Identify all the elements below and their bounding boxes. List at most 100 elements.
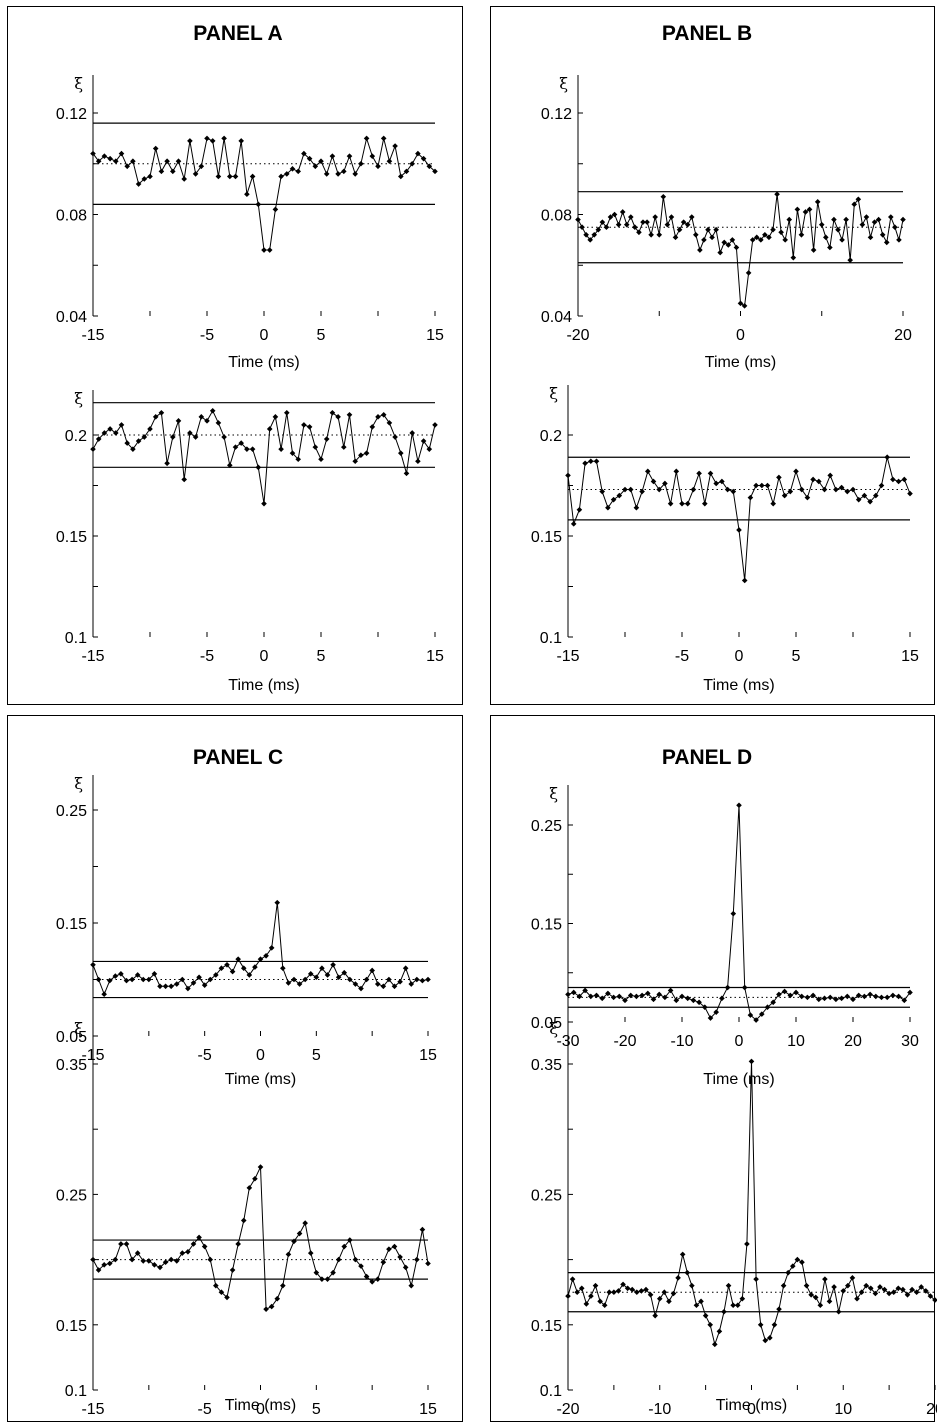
data-point bbox=[168, 1256, 174, 1263]
data-point bbox=[397, 1254, 403, 1260]
data-point bbox=[215, 173, 222, 180]
data-point bbox=[762, 232, 768, 238]
data-point bbox=[838, 484, 845, 491]
y-tick-label: 0.08 bbox=[541, 208, 572, 225]
data-point bbox=[816, 996, 822, 1003]
data-point bbox=[291, 1238, 297, 1245]
data-point bbox=[599, 995, 605, 1002]
data-point bbox=[656, 991, 662, 998]
data-point bbox=[835, 226, 841, 233]
data-point bbox=[386, 976, 392, 983]
data-point bbox=[850, 996, 856, 1003]
data-point bbox=[380, 135, 387, 142]
data-point bbox=[821, 995, 828, 1002]
x-tick-label: -20 bbox=[556, 1401, 579, 1418]
data-point bbox=[346, 153, 353, 159]
data-point bbox=[867, 991, 873, 998]
data-point bbox=[810, 992, 816, 999]
data-point bbox=[634, 1289, 640, 1295]
data-point bbox=[725, 242, 732, 248]
data-point bbox=[175, 418, 182, 424]
data-point bbox=[611, 1289, 617, 1295]
data-point bbox=[782, 237, 788, 243]
data-point bbox=[263, 1306, 269, 1312]
data-point bbox=[358, 1263, 364, 1269]
y-axis-label: ξ bbox=[74, 74, 83, 93]
data-point bbox=[158, 409, 165, 416]
data-point bbox=[831, 216, 837, 223]
data-point bbox=[190, 1241, 197, 1247]
x-tick-label: -15 bbox=[81, 648, 104, 665]
data-point bbox=[578, 1285, 585, 1292]
data-point bbox=[793, 468, 799, 475]
data-point bbox=[719, 995, 725, 1002]
data-point bbox=[844, 993, 851, 1000]
data-point bbox=[380, 1259, 387, 1266]
data-point bbox=[895, 993, 902, 1000]
data-point bbox=[900, 1286, 906, 1293]
data-point bbox=[369, 424, 376, 430]
data-point bbox=[158, 168, 165, 175]
data-point bbox=[758, 237, 764, 243]
data-point bbox=[374, 981, 381, 987]
data-point bbox=[633, 504, 640, 511]
x-axis-label: Time (ms) bbox=[716, 1397, 787, 1414]
data-point bbox=[324, 1276, 331, 1282]
data-point bbox=[409, 430, 415, 436]
data-point bbox=[323, 171, 330, 177]
data-point bbox=[593, 992, 600, 999]
x-tick-label: 20 bbox=[894, 327, 912, 344]
y-tick-label: 0.08 bbox=[56, 208, 87, 225]
data-point bbox=[341, 168, 347, 175]
data-point bbox=[118, 150, 125, 157]
data-point bbox=[701, 237, 707, 243]
data-point bbox=[201, 1243, 208, 1250]
data-point bbox=[798, 232, 805, 238]
y-axis-label: ξ bbox=[549, 784, 558, 803]
data-point bbox=[215, 420, 222, 426]
data-point bbox=[352, 981, 359, 987]
data-point bbox=[615, 221, 622, 228]
data-point bbox=[301, 150, 307, 157]
data-point bbox=[739, 1295, 746, 1302]
data-point bbox=[789, 1263, 796, 1269]
data-point bbox=[810, 476, 816, 483]
data-point bbox=[747, 1012, 754, 1018]
x-axis-label: Time (ms) bbox=[703, 677, 774, 694]
data-point bbox=[901, 476, 908, 483]
data-point bbox=[645, 468, 651, 475]
data-point bbox=[123, 977, 130, 984]
data-point bbox=[599, 219, 606, 225]
data-point bbox=[725, 1282, 732, 1289]
data-point bbox=[235, 956, 241, 962]
data-point bbox=[623, 221, 630, 228]
data-point bbox=[95, 976, 102, 983]
data-point bbox=[748, 1058, 755, 1065]
data-point bbox=[196, 1234, 202, 1241]
data-point bbox=[587, 237, 593, 243]
y-tick-label: 0.15 bbox=[56, 916, 87, 933]
data-point bbox=[724, 984, 731, 991]
data-point bbox=[877, 1284, 883, 1290]
data-point bbox=[107, 155, 113, 162]
data-point bbox=[224, 1294, 230, 1301]
data-point bbox=[130, 158, 136, 165]
data-point bbox=[280, 965, 286, 971]
data-point bbox=[883, 239, 890, 246]
data-point bbox=[620, 1281, 626, 1288]
data-point bbox=[255, 201, 262, 208]
data-point bbox=[854, 1295, 860, 1302]
data-point bbox=[274, 1295, 281, 1302]
data-point bbox=[582, 460, 588, 467]
x-tick-label: 5 bbox=[317, 648, 326, 665]
y-tick-label: 0.12 bbox=[56, 106, 87, 123]
data-point bbox=[781, 988, 788, 995]
x-tick-label: 5 bbox=[312, 1047, 321, 1064]
data-point bbox=[221, 135, 227, 142]
data-point bbox=[670, 1290, 677, 1297]
data-point bbox=[157, 1264, 163, 1271]
x-tick-label: 0 bbox=[735, 1033, 744, 1050]
data-point bbox=[764, 482, 771, 489]
data-point bbox=[185, 1248, 191, 1255]
data-point bbox=[204, 418, 210, 424]
